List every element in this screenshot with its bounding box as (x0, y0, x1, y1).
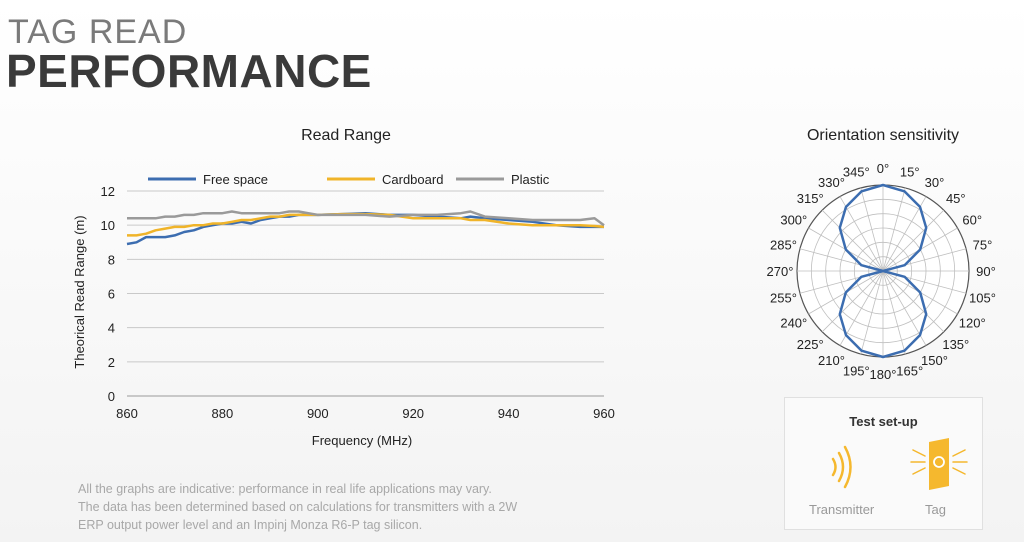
polar-angle-label: 210° (818, 353, 845, 368)
polar-angle-label: 195° (843, 364, 870, 379)
x-tick-label: 960 (593, 406, 615, 421)
polar-spoke (860, 187, 884, 272)
polar-angle-label: 45° (946, 191, 966, 206)
polar-angle-label: 60° (962, 213, 982, 228)
radio-waves-icon (831, 445, 852, 489)
x-tick-label: 900 (307, 406, 329, 421)
legend-label: Free space (203, 172, 268, 187)
disclaimer-line: The data has been determined based on ca… (78, 500, 518, 514)
polar-angle-label: 330° (818, 175, 845, 190)
read-range-title: Read Range (301, 127, 391, 144)
y-tick-label: 4 (108, 321, 115, 336)
page-title-main: PERFORMANCE (6, 45, 372, 97)
polar-angle-label: 0° (877, 161, 889, 176)
y-tick-label: 6 (108, 287, 115, 302)
read-range-legend: Free space Cardboard Plastic (148, 172, 550, 187)
polar-spoke (882, 270, 906, 355)
disclaimer-note: All the graphs are indicative: performan… (78, 480, 638, 534)
polar-angle-label: 300° (780, 213, 807, 228)
polar-angle-label: 15° (900, 165, 920, 180)
read-range-y-ticks: 0 2 4 6 8 10 12 (101, 184, 115, 404)
test-setup-title: Test set-up (849, 414, 918, 429)
transmitter-label: Transmitter (809, 502, 875, 517)
x-axis-label: Frequency (MHz) (312, 433, 412, 448)
read-range-series (126, 210, 605, 246)
x-tick-label: 940 (498, 406, 520, 421)
polar-angle-label: 120° (959, 316, 986, 331)
polar-spoke (821, 270, 884, 333)
polar-angle-label: 135° (942, 337, 969, 352)
x-tick-label: 880 (212, 406, 234, 421)
page-title-top: TAG READ (8, 13, 188, 51)
polar-spoke (860, 270, 884, 355)
polar-angle-label: 105° (969, 291, 996, 306)
rfid-tag-icon (910, 438, 968, 490)
polar-angle-label: 270° (767, 264, 794, 279)
polar-angle-label: 225° (797, 337, 824, 352)
y-tick-label: 8 (108, 252, 115, 267)
polar-angle-label: 255° (770, 291, 797, 306)
legend-label: Cardboard (382, 172, 443, 187)
polar-spoke (882, 270, 945, 333)
polar-pattern-line (838, 183, 928, 359)
disclaimer-line: ERP output power level and an Impinj Mon… (78, 518, 423, 532)
test-setup-panel: Test set-up Transmitter Tag (784, 397, 983, 530)
x-tick-label: 860 (116, 406, 138, 421)
x-tick-label: 920 (402, 406, 424, 421)
y-tick-label: 0 (108, 389, 115, 404)
polar-angle-label: 315° (797, 191, 824, 206)
polar-spoke (839, 196, 884, 272)
polar-angle-label: 240° (780, 316, 807, 331)
y-tick-label: 10 (101, 218, 115, 233)
series-line-plastic (127, 210, 605, 227)
polar-angle-labels: 0° 15° 30°45° 60° 75° 90° 105° 120° 135°150°165°… (767, 161, 996, 382)
polar-spoke (882, 187, 906, 272)
polar-angle-label: 30° (925, 175, 945, 190)
tag-label: Tag (925, 502, 946, 517)
series-line-free-space (126, 211, 604, 246)
polar-spoke (882, 196, 927, 272)
y-tick-label: 2 (108, 355, 115, 370)
disclaimer-line: All the graphs are indicative: performan… (78, 482, 492, 496)
polar-spoke (882, 270, 927, 346)
series-line-cardboard (127, 212, 605, 237)
polar-angle-label: 90° (976, 264, 996, 279)
polar-angle-label: 150° (921, 353, 948, 368)
orientation-title: Orientation sensitivity (807, 127, 959, 144)
polar-angle-label: 285° (770, 237, 797, 252)
read-range-x-ticks: 860 880 900 920 940 960 (116, 406, 615, 421)
polar-series (838, 183, 928, 359)
y-tick-label: 12 (101, 184, 115, 199)
polar-spoke (821, 209, 884, 272)
polar-angle-label: 180° (870, 367, 897, 382)
polar-angle-label: 75° (973, 237, 993, 252)
polar-angle-label: 165° (896, 364, 923, 379)
y-axis-label: Theorical Read Range (m) (72, 215, 87, 368)
polar-angle-label: 345° (843, 165, 870, 180)
polar-spoke (882, 209, 945, 272)
legend-label: Plastic (511, 172, 550, 187)
polar-spoke (839, 270, 884, 346)
